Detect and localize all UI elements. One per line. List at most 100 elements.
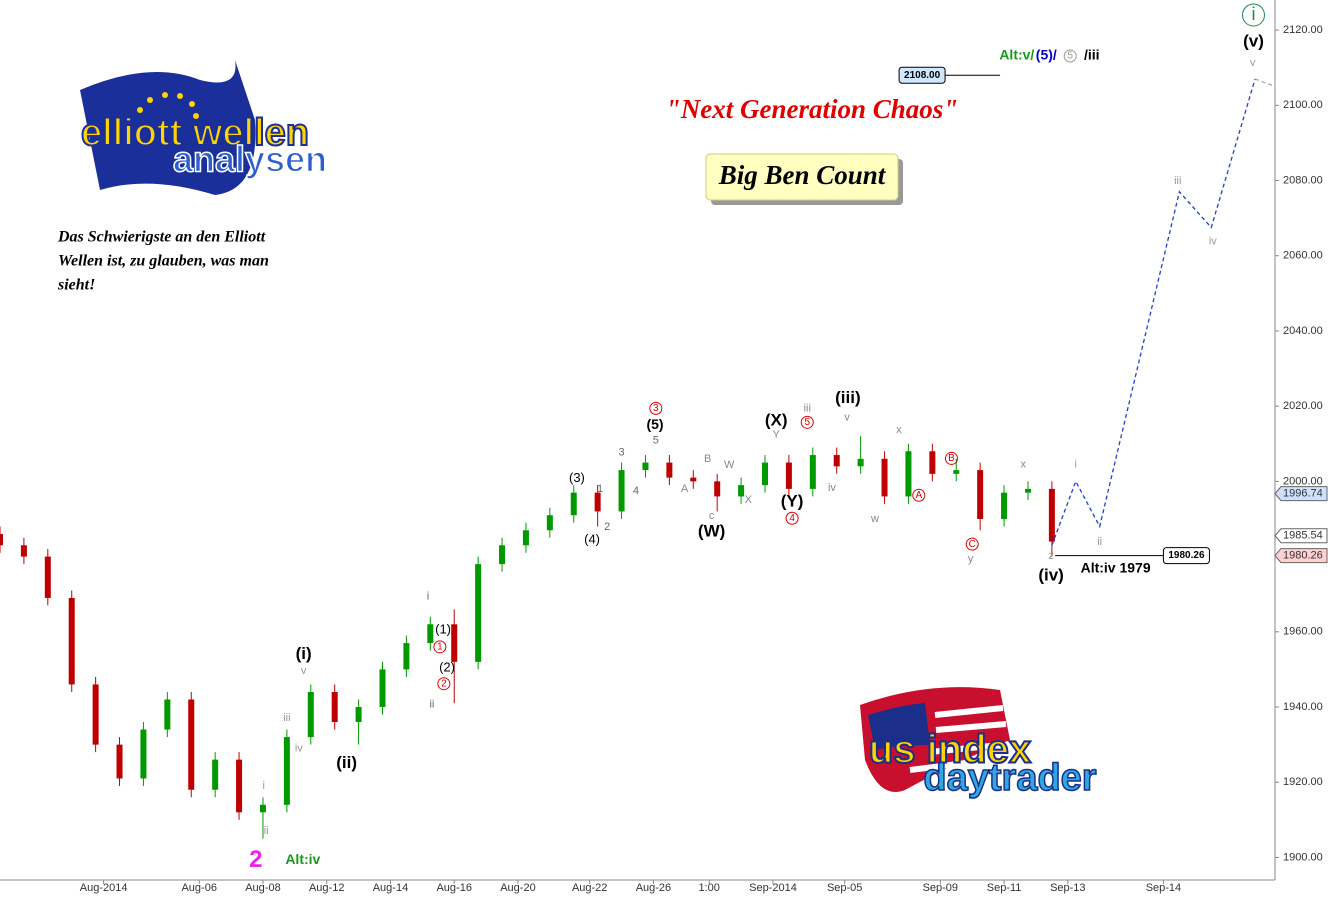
candle-body xyxy=(809,455,816,489)
wave-label: C xyxy=(969,539,976,550)
flag-stripes xyxy=(909,705,1007,773)
logo-elliott: elliott wellen analysen xyxy=(80,60,328,195)
level-box xyxy=(1162,547,1210,565)
candle-body xyxy=(451,624,458,662)
wave-label: Alt:iv 1979 xyxy=(1081,560,1151,576)
wave-label: 2 xyxy=(604,521,610,533)
wave-label: (1) xyxy=(435,621,451,636)
candle-body xyxy=(666,462,673,478)
wave-label: Alt:iv xyxy=(285,851,320,867)
y-tick-label: 2020.00 xyxy=(1283,400,1323,412)
wave-label: 2 xyxy=(249,846,262,873)
price-marker xyxy=(1274,486,1328,502)
x-tick-label: 1:00 xyxy=(699,882,720,894)
annotation-circle xyxy=(785,511,799,525)
y-tick-label: 2060.00 xyxy=(1283,250,1323,262)
y-tick-label: 1940.00 xyxy=(1283,701,1323,713)
candle-body xyxy=(1048,488,1055,542)
candle-body xyxy=(283,737,290,805)
logo-text: daytrader xyxy=(923,757,1096,799)
candle-body xyxy=(212,759,219,790)
candle-body xyxy=(833,455,840,467)
wave-label: A xyxy=(681,483,689,495)
wave-label: (iv) xyxy=(1038,566,1064,585)
x-tick-label: Aug-16 xyxy=(436,882,471,894)
wave-label: i xyxy=(1075,459,1077,471)
candle-body xyxy=(785,462,792,489)
candle-body xyxy=(594,492,601,512)
x-tick-label: Sep-14 xyxy=(1146,882,1181,894)
wave-label: Alt:v/ xyxy=(999,47,1034,63)
wave-label: iv xyxy=(295,742,303,754)
annotation-circle xyxy=(433,640,447,654)
candle-body xyxy=(570,492,577,516)
wave-label: iv xyxy=(1209,236,1217,248)
price-marker xyxy=(1274,528,1328,544)
candle-body xyxy=(977,470,984,519)
wave-label: z xyxy=(1048,550,1054,562)
x-tick-label: Sep-11 xyxy=(987,882,1022,894)
candle-body xyxy=(714,481,721,497)
wave-label: (ii) xyxy=(336,753,357,772)
candle-body xyxy=(92,684,99,745)
annotation-circle xyxy=(965,537,979,551)
wave-label: (X) xyxy=(765,411,788,430)
quote-line: Wellen ist, zu glauben, was man xyxy=(58,253,269,270)
wave-label: w xyxy=(870,513,879,525)
wave-label: (iii) xyxy=(835,388,861,407)
wave-label: i xyxy=(1251,4,1255,24)
y-tick-label: 2000.00 xyxy=(1283,475,1323,487)
annotation-circle xyxy=(649,401,663,415)
candle-body xyxy=(20,545,27,557)
wave-label: /iii xyxy=(1084,47,1100,63)
wave-label: X xyxy=(745,494,753,506)
quote-line: Das Schwierigste an den Elliott xyxy=(57,229,266,246)
level-label: 2108.00 xyxy=(904,70,941,81)
logo-text: us index xyxy=(869,728,1031,772)
wave-label: 2 xyxy=(441,678,447,689)
candle-body xyxy=(1024,488,1031,493)
candle-body xyxy=(881,458,888,497)
candle-body xyxy=(331,691,338,723)
projection-line xyxy=(1254,78,1276,88)
price-marker-label: 1980.26 xyxy=(1283,550,1323,562)
chart-title: "Next Generation Chaos" xyxy=(666,94,959,124)
wave-label: v xyxy=(844,411,850,423)
wave-label: (4) xyxy=(584,531,600,546)
wave-label: B xyxy=(704,453,711,465)
wave-label: W xyxy=(724,459,735,471)
wave-label: Y xyxy=(772,429,780,441)
candle-body xyxy=(164,699,171,730)
candle-body xyxy=(379,669,386,708)
wave-label: i xyxy=(263,780,265,792)
annotation-circle xyxy=(1241,3,1265,27)
candle-body xyxy=(499,545,506,565)
quote-line: sieht! xyxy=(57,277,95,294)
wave-label: (W) xyxy=(698,522,725,541)
wave-label: 4 xyxy=(789,513,795,524)
wave-label: 5 xyxy=(804,417,810,428)
y-tick-label: 1900.00 xyxy=(1283,851,1323,863)
chart-subtitle: Big Ben Count xyxy=(718,160,887,190)
x-tick-label: Aug-2014 xyxy=(80,882,128,894)
wave-label: B xyxy=(948,453,955,464)
subtitle-box xyxy=(705,153,899,201)
annotation-circle xyxy=(800,415,814,429)
wave-label: 1 xyxy=(597,483,603,495)
level-label: 1980.26 xyxy=(1168,550,1205,561)
candle-body xyxy=(259,804,266,813)
candle-body xyxy=(738,485,745,497)
x-tick-label: Sep-2014 xyxy=(749,882,797,894)
wave-label: 5 xyxy=(653,434,659,446)
wave-label: iv xyxy=(828,482,836,494)
price-marker xyxy=(1274,548,1328,564)
annotation-circle xyxy=(912,488,926,502)
candle-body xyxy=(1001,492,1008,519)
wave-label: 5 xyxy=(1067,51,1073,62)
wave-label: iii xyxy=(283,712,290,724)
annotation-circle xyxy=(437,677,451,691)
candle-body xyxy=(355,707,362,723)
wave-label: A xyxy=(915,490,922,501)
candle-body xyxy=(307,691,314,738)
wave-label: iii xyxy=(1174,175,1181,187)
